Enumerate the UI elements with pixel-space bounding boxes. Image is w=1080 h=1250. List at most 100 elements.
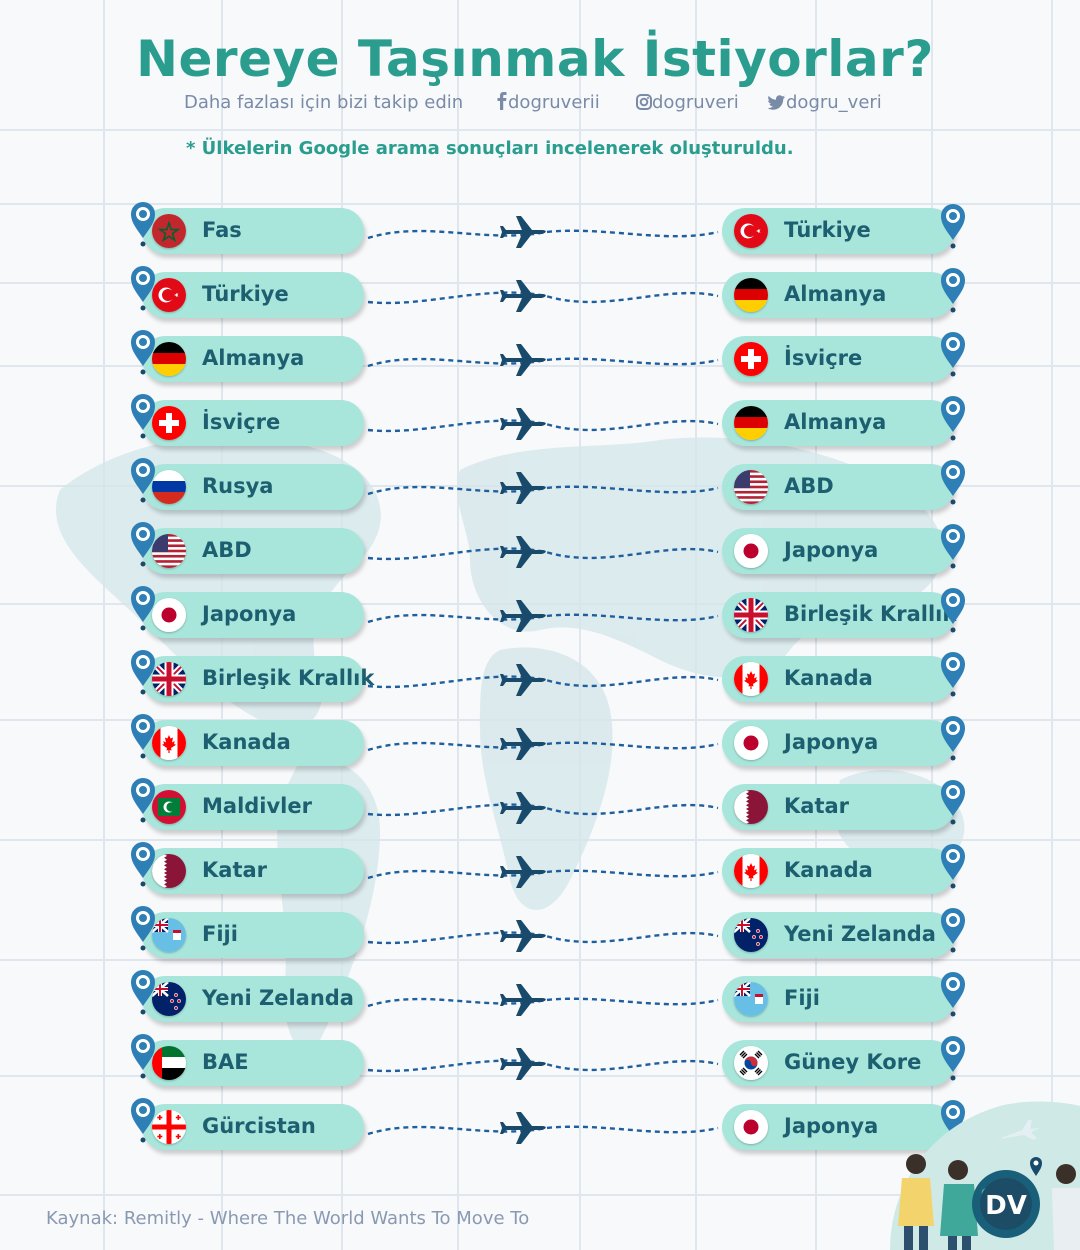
follow-text: Daha fazlası için bizi takip edin [184,92,464,113]
origin-country-pill: Fas [142,208,364,254]
facebook-link[interactable]: dogruverii [496,92,600,113]
destination-country-pill: Japonya [722,528,954,574]
map-pin-icon [128,584,158,632]
destination-country-pill: Katar [722,784,954,830]
airplane-icon [500,728,546,760]
origin-country-name: Almanya [202,346,305,370]
destination-country-name: İsviçre [784,346,863,370]
flag-maldives-icon [152,790,186,824]
origin-country-pill: Almanya [142,336,364,382]
airplane-icon [500,600,546,632]
twitter-handle: dogru_veri [786,92,882,113]
destination-country-pill: İsviçre [722,336,954,382]
origin-country-name: Rusya [202,474,274,498]
origin-country-pill: Türkiye [142,272,364,318]
origin-country-pill: Rusya [142,464,364,510]
map-pin-icon [938,522,968,570]
airplane-icon [500,536,546,568]
route-row: Türkiye Almanya [0,266,1080,328]
destination-country-name: Katar [784,794,850,818]
airplane-icon [500,408,546,440]
flag-uae-icon [152,1046,186,1080]
flight-route [366,1040,720,1090]
airplane-icon [1001,1119,1041,1140]
person-1 [898,1154,934,1250]
destination-country-name: Türkiye [784,218,871,242]
flight-route [366,528,720,578]
route-row: Yeni Zelanda Fiji [0,970,1080,1032]
origin-country-pill: ABD [142,528,364,574]
route-row: ABD Japonya [0,522,1080,584]
map-pin-icon [938,778,968,826]
flag-fiji-icon [734,982,768,1016]
note-prefix: * Ülkelerin [186,138,299,159]
map-pin-icon [938,330,968,378]
map-pin-icon [1030,1157,1042,1176]
flag-southkorea-icon [734,1046,768,1080]
facebook-handle: dogruverii [508,92,600,113]
flight-route [366,656,720,706]
flight-route [366,400,720,450]
flag-usa-icon [152,534,186,568]
flight-route [366,912,720,962]
map-pin-icon [128,328,158,376]
flight-route [366,336,720,386]
map-pin-icon [938,586,968,634]
twitter-link[interactable]: dogru_veri [767,92,882,113]
origin-country-pill: Gürcistan [142,1104,364,1150]
twitter-icon [767,95,785,110]
destination-country-pill: Güney Kore [722,1040,954,1086]
origin-country-name: Japonya [202,602,297,626]
route-row: Katar Kanada [0,842,1080,904]
origin-country-name: Gürcistan [202,1114,316,1138]
method-note: * Ülkelerin Google arama sonuçları incel… [186,138,794,159]
flag-germany-icon [152,342,186,376]
origin-country-pill: Yeni Zelanda [142,976,364,1022]
origin-country-pill: Kanada [142,720,364,766]
flag-usa-icon [734,470,768,504]
flag-newzealand-icon [152,982,186,1016]
destination-country-pill: Türkiye [722,208,954,254]
flag-qatar-icon [734,790,768,824]
route-row: Rusya ABD [0,458,1080,520]
destination-country-pill: Yeni Zelanda [722,912,954,958]
map-pin-icon [128,520,158,568]
flag-japan-icon [734,534,768,568]
flag-morocco-icon [152,214,186,248]
origin-country-name: Kanada [202,730,291,754]
flight-route [366,208,720,258]
origin-country-pill: Maldivler [142,784,364,830]
route-row: Maldivler Katar [0,778,1080,840]
origin-country-name: Türkiye [202,282,289,306]
airplane-icon [500,856,546,888]
airplane-icon [500,920,546,952]
origin-country-pill: BAE [142,1040,364,1086]
flight-route [366,272,720,322]
origin-country-name: İsviçre [202,410,281,434]
airplane-icon [500,344,546,376]
map-pin-icon [938,970,968,1018]
person-2 [940,1160,978,1250]
flag-switzerland-icon [734,342,768,376]
origin-country-pill: Japonya [142,592,364,638]
travelers-illustration: DV [890,1101,1080,1250]
note-highlight: Google [298,138,370,159]
destination-country-pill: Almanya [722,272,954,318]
map-pin-icon [938,394,968,442]
route-row: Japonya Birleşik Krallık [0,586,1080,648]
route-row: Kanada Japonya [0,714,1080,776]
page-title: Nereye Taşınmak İstiyorlar? [136,30,934,88]
note-suffix: arama sonuçları incelenerek oluşturuldu. [369,138,794,159]
destination-country-name: ABD [784,474,834,498]
flight-route [366,720,720,770]
origin-country-name: BAE [202,1050,249,1074]
logo-text: DV [985,1191,1027,1221]
map-pin-icon [938,202,968,250]
destination-country-name: Yeni Zelanda [784,922,936,946]
map-pin-icon [938,842,968,890]
route-row: Fas Türkiye [0,202,1080,264]
source-text: Kaynak: Remitly - Where The World Wants … [46,1208,530,1229]
flight-route [366,464,720,514]
destination-country-name: Güney Kore [784,1050,922,1074]
instagram-link[interactable]: dogruveri [636,92,739,113]
